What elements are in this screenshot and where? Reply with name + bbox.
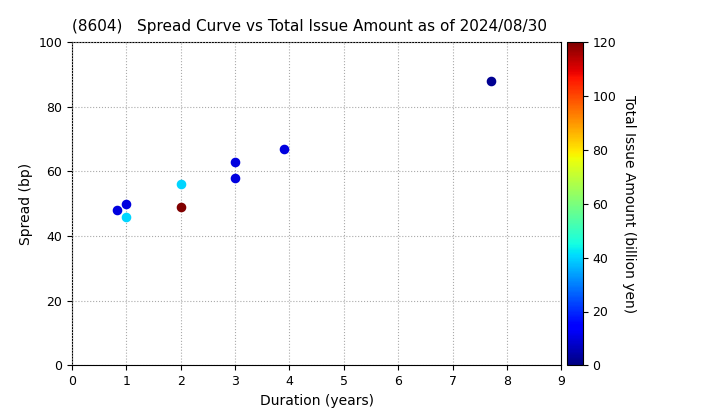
- Point: [230, 174, 241, 181]
- Point: [279, 145, 290, 152]
- X-axis label: Duration (years): Duration (years): [260, 394, 374, 408]
- Point: [111, 207, 122, 213]
- Point: [175, 181, 186, 188]
- Point: [175, 204, 186, 210]
- Point: [230, 158, 241, 165]
- Text: (8604)   Spread Curve vs Total Issue Amount as of 2024/08/30: (8604) Spread Curve vs Total Issue Amoun…: [72, 19, 547, 34]
- Point: [485, 77, 497, 84]
- Point: [121, 213, 132, 220]
- Y-axis label: Total Issue Amount (billion yen): Total Issue Amount (billion yen): [622, 94, 636, 313]
- Point: [121, 200, 132, 207]
- Y-axis label: Spread (bp): Spread (bp): [19, 163, 33, 245]
